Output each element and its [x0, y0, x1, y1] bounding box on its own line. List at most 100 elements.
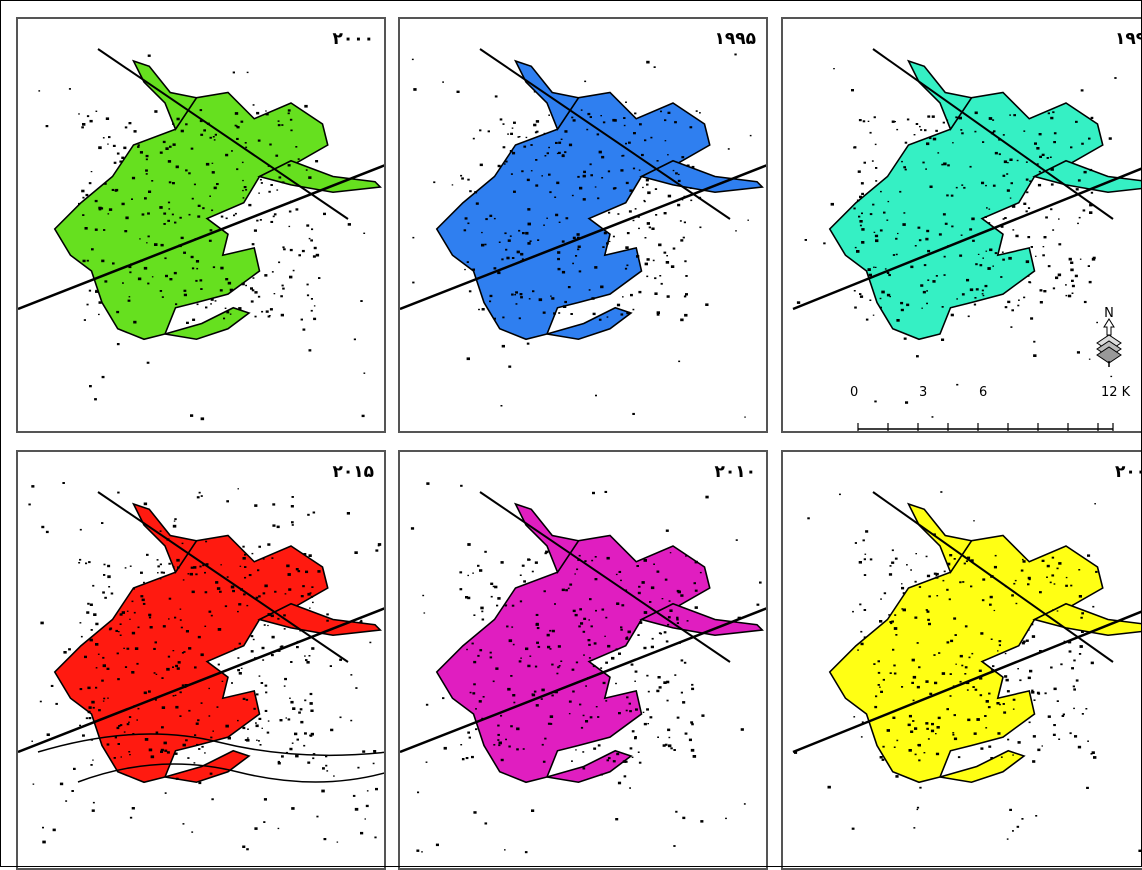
settlement-dot [926, 556, 928, 558]
settlement-dot [258, 140, 261, 142]
settlement-dot [360, 621, 363, 623]
settlement-dot [303, 745, 305, 747]
settlement-dot [132, 177, 135, 180]
settlement-dot [522, 258, 524, 260]
settlement-dot [145, 738, 149, 741]
settlement-dot [629, 210, 632, 212]
settlement-dot [436, 844, 439, 847]
settlement-dot [511, 626, 513, 627]
settlement-dot [516, 303, 518, 305]
settlement-dot [323, 213, 326, 215]
settlement-dot [531, 809, 534, 812]
settlement-dot [245, 285, 247, 286]
settlement-dot [205, 541, 207, 543]
settlement-dot [254, 229, 257, 231]
settlement-dot [412, 237, 414, 239]
settlement-dot [278, 120, 280, 122]
settlement-dot [919, 586, 921, 588]
settlement-dot [317, 570, 320, 573]
settlement-dot [626, 312, 629, 315]
settlement-dot [124, 731, 126, 732]
settlement-dot [670, 747, 672, 749]
settlement-dot [525, 851, 528, 853]
settlement-dot [529, 656, 531, 657]
settlement-dot [215, 134, 217, 136]
settlement-dot [736, 539, 738, 541]
settlement-dot [677, 204, 680, 207]
settlement-dot [247, 737, 249, 738]
settlement-dot [314, 305, 316, 306]
settlement-dot [691, 688, 694, 690]
settlement-dot [460, 744, 462, 745]
settlement-dot [1039, 650, 1042, 652]
settlement-dot [582, 751, 584, 753]
settlement-dot [482, 619, 485, 621]
settlement-dot [231, 586, 235, 589]
settlement-dot [131, 671, 134, 674]
settlement-dot [165, 275, 168, 277]
settlement-dot [214, 139, 216, 140]
settlement-dot [103, 137, 105, 138]
settlement-dot [160, 564, 162, 566]
settlement-dot [747, 220, 749, 221]
settlement-dot [288, 718, 291, 720]
settlement-dot [549, 191, 551, 193]
settlement-dot [693, 755, 697, 758]
settlement-dot [520, 260, 522, 262]
settlement-dot [311, 596, 313, 598]
settlement-dot [292, 743, 294, 744]
settlement-dot [533, 124, 536, 127]
settlement-dot [298, 570, 301, 572]
settlement-dot [310, 710, 313, 713]
settlement-dot [634, 113, 636, 115]
urban-area [437, 93, 710, 340]
settlement-dot [952, 734, 954, 736]
settlement-dot [174, 222, 176, 224]
settlement-dot [477, 565, 480, 567]
settlement-dot [253, 104, 255, 106]
settlement-dot [89, 182, 92, 184]
settlement-dot [527, 665, 530, 668]
settlement-dot [212, 171, 215, 174]
settlement-dot [340, 717, 342, 719]
settlement-dot [576, 569, 578, 571]
settlement-dot [226, 500, 229, 502]
settlement-dot [309, 655, 311, 657]
settlement-dot [201, 746, 203, 748]
settlement-dot [652, 638, 654, 640]
settlement-dot [208, 688, 210, 689]
settlement-dot [669, 600, 671, 602]
settlement-dot [497, 739, 499, 741]
settlement-dot [31, 741, 33, 742]
settlement-dot [130, 566, 132, 567]
settlement-dot [853, 716, 855, 717]
settlement-dot [728, 148, 730, 150]
settlement-dot [534, 691, 537, 693]
settlement-dot [256, 112, 259, 115]
settlement-dot [577, 559, 580, 561]
settlement-dot [480, 164, 483, 167]
settlement-dot [1074, 735, 1077, 738]
settlement-dot [148, 191, 151, 194]
settlement-dot [974, 732, 977, 735]
settlement-dot [228, 282, 231, 285]
settlement-dot [638, 592, 641, 594]
settlement-dot [218, 628, 222, 631]
settlement-dot [326, 770, 328, 771]
settlement-dot [242, 846, 245, 849]
settlement-dot [200, 288, 202, 290]
settlement-dot [138, 708, 140, 710]
settlement-dot [547, 152, 549, 154]
settlement-dot [173, 143, 176, 146]
settlement-dot [467, 732, 470, 734]
settlement-dot [103, 574, 105, 576]
settlement-dot [467, 575, 469, 576]
settlement-dot [286, 565, 289, 568]
settlement-dot [575, 614, 578, 616]
settlement-dot [699, 112, 701, 113]
settlement-dot [176, 559, 179, 562]
settlement-dot [1035, 815, 1037, 817]
settlement-dot [307, 294, 309, 296]
settlement-dot [474, 191, 477, 193]
settlement-dot [608, 757, 611, 759]
